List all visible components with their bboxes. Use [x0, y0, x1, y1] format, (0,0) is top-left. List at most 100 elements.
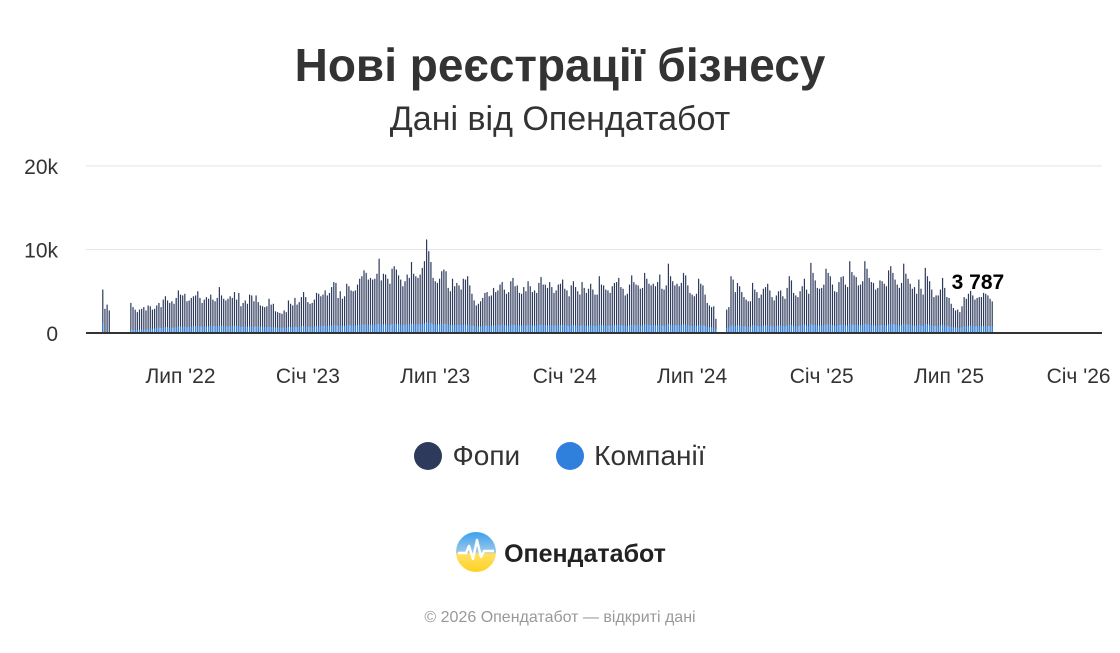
bar-companies[interactable] [182, 326, 184, 333]
bar-companies[interactable] [503, 325, 505, 333]
bar-fop[interactable] [456, 282, 458, 333]
bar-companies[interactable] [624, 325, 626, 333]
bar-companies[interactable] [413, 323, 415, 333]
bar-companies[interactable] [648, 325, 650, 333]
bar-companies[interactable] [406, 324, 408, 333]
bar-fop[interactable] [827, 272, 829, 333]
bar-fop[interactable] [359, 278, 361, 333]
bar-companies[interactable] [762, 325, 764, 333]
bar-companies[interactable] [341, 325, 344, 333]
bar-companies[interactable] [475, 326, 477, 333]
bar-fop[interactable] [231, 297, 233, 333]
bar-fop[interactable] [281, 313, 283, 333]
bar-companies[interactable] [432, 324, 434, 333]
bar-companies[interactable] [449, 325, 451, 333]
bar-companies[interactable] [637, 325, 639, 333]
bar-fop[interactable] [600, 284, 603, 333]
bar-companies[interactable] [508, 325, 510, 333]
bar-fop[interactable] [982, 292, 985, 333]
bar-fop[interactable] [367, 279, 369, 333]
bar-companies[interactable] [158, 327, 160, 333]
bar-fop[interactable] [229, 296, 231, 333]
bar-companies[interactable] [618, 324, 620, 333]
bar-companies[interactable] [849, 323, 851, 333]
bar-fop[interactable] [197, 291, 199, 333]
bar-fop[interactable] [736, 282, 739, 333]
bar-fop[interactable] [147, 305, 149, 333]
bar-companies[interactable] [661, 325, 663, 333]
bar-companies[interactable] [577, 325, 579, 333]
bar-companies[interactable] [492, 325, 495, 333]
bar-fop[interactable] [676, 283, 678, 333]
bar-fop[interactable] [184, 293, 186, 333]
bar-fop[interactable] [428, 251, 430, 333]
bar-fop[interactable] [935, 295, 937, 333]
bar-fop[interactable] [844, 284, 847, 333]
bar-companies[interactable] [281, 327, 283, 333]
bar-companies[interactable] [529, 325, 531, 333]
bar-fop[interactable] [574, 287, 577, 333]
bar-fop[interactable] [769, 290, 771, 333]
bar-companies[interactable] [296, 327, 298, 333]
bar-companies[interactable] [793, 325, 795, 333]
bar-fop[interactable] [622, 288, 624, 333]
bar-fop[interactable] [950, 303, 952, 333]
bar-companies[interactable] [400, 324, 402, 333]
bar-fop[interactable] [404, 281, 406, 333]
bar-companies[interactable] [369, 324, 372, 333]
bar-fop[interactable] [102, 289, 104, 333]
bar-fop[interactable] [747, 301, 749, 333]
bar-companies[interactable] [756, 325, 758, 333]
bar-companies[interactable] [788, 324, 790, 333]
bar-companies[interactable] [918, 324, 920, 333]
bar-companies[interactable] [628, 325, 631, 333]
bar-fop[interactable] [160, 307, 162, 333]
bar-fop[interactable] [391, 268, 393, 333]
bar-companies[interactable] [626, 325, 628, 333]
bar-fop[interactable] [967, 293, 970, 333]
bar-fop[interactable] [562, 279, 564, 333]
bar-fop[interactable] [324, 290, 326, 333]
bar-companies[interactable] [754, 325, 756, 333]
bar-companies[interactable] [799, 325, 801, 333]
bar-fop[interactable] [259, 305, 261, 333]
bar-fop[interactable] [823, 284, 825, 333]
bar-companies[interactable] [451, 324, 454, 333]
bar-fop[interactable] [941, 277, 944, 333]
bar-fop[interactable] [592, 289, 594, 333]
bar-fop[interactable] [430, 262, 432, 333]
bar-fop[interactable] [805, 289, 808, 333]
bar-fop[interactable] [628, 284, 631, 333]
bar-companies[interactable] [957, 327, 959, 333]
bar-companies[interactable] [551, 325, 553, 333]
bar-fop[interactable] [298, 302, 300, 333]
bar-companies[interactable] [272, 327, 274, 333]
bar-companies[interactable] [663, 325, 665, 333]
bar-companies[interactable] [216, 326, 218, 333]
bar-fop[interactable] [326, 295, 328, 333]
bar-companies[interactable] [600, 325, 603, 333]
bar-fop[interactable] [205, 297, 208, 333]
bar-fop[interactable] [557, 284, 559, 333]
bar-fop[interactable] [944, 287, 946, 333]
bar-companies[interactable] [892, 324, 894, 333]
bar-companies[interactable] [467, 324, 469, 333]
bar-companies[interactable] [253, 326, 255, 333]
bar-fop[interactable] [274, 311, 277, 333]
bar-fop[interactable] [285, 312, 287, 334]
bar-fop[interactable] [641, 287, 644, 333]
bar-companies[interactable] [410, 323, 413, 333]
bar-fop[interactable] [527, 281, 529, 333]
bar-companies[interactable] [894, 324, 896, 333]
bar-fop[interactable] [900, 282, 903, 333]
bar-fop[interactable] [266, 306, 268, 333]
bar-companies[interactable] [337, 325, 339, 333]
bar-fop[interactable] [173, 303, 175, 333]
bar-companies[interactable] [864, 323, 866, 333]
bar-companies[interactable] [937, 325, 939, 333]
bar-fop[interactable] [734, 292, 736, 333]
bar-fop[interactable] [225, 300, 227, 333]
bar-fop[interactable] [646, 278, 648, 333]
bar-fop[interactable] [499, 284, 501, 333]
bar-fop[interactable] [331, 287, 333, 333]
